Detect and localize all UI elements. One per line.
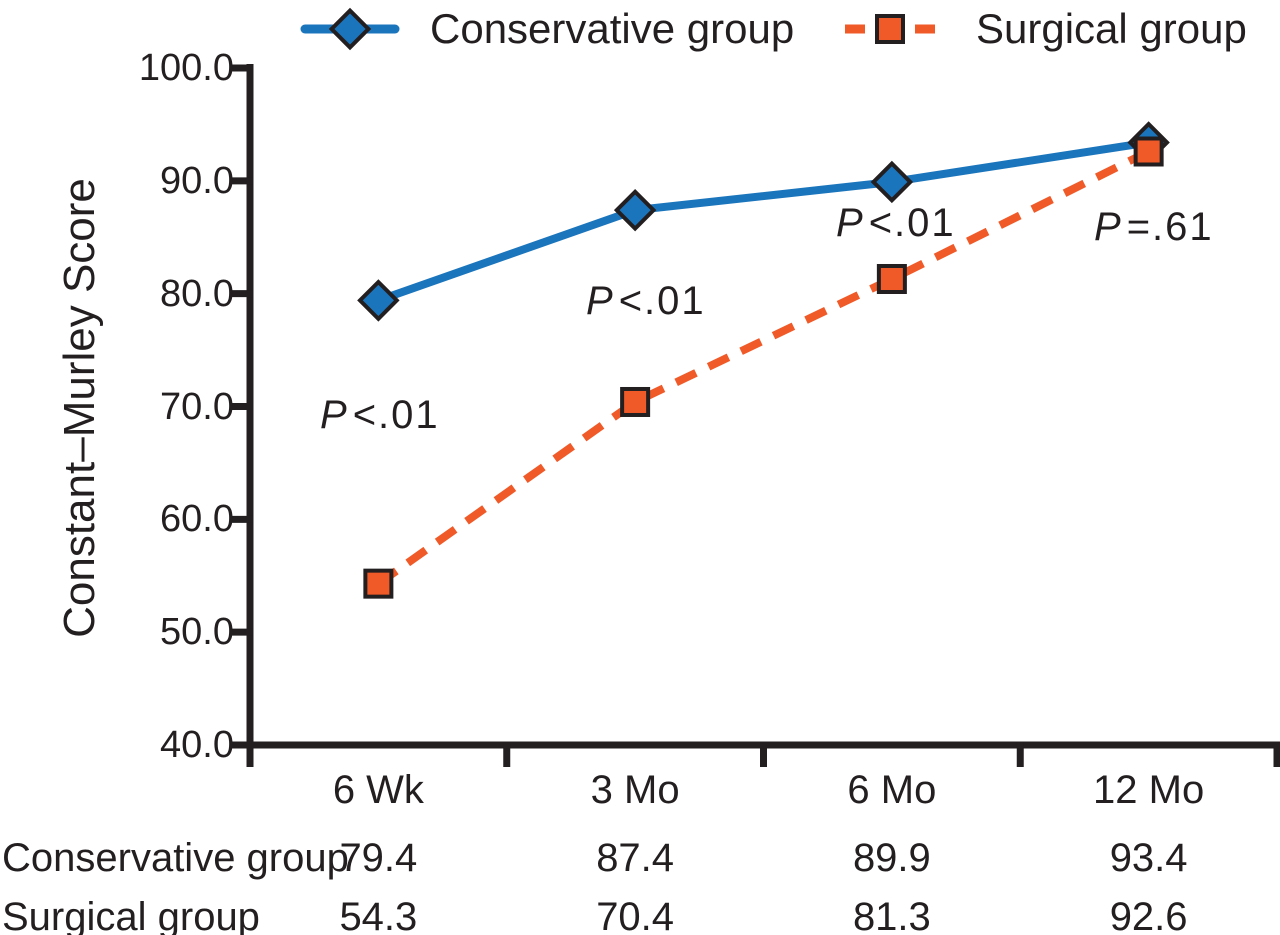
y-tick-label: 80.0	[160, 272, 234, 315]
table-value-cell: 92.6	[1109, 895, 1188, 935]
table-row-label-surgical: Surgical group	[2, 895, 260, 935]
x-category-label: 6 Mo	[847, 768, 937, 812]
table-value-cell: 70.4	[596, 895, 675, 935]
x-category-label: 3 Mo	[590, 768, 680, 812]
p-value-text: <.01	[618, 279, 706, 323]
table-value-cell: 79.4	[339, 836, 418, 880]
p-value-symbol: P	[836, 201, 863, 245]
table-value-cell: 87.4	[596, 836, 675, 880]
p-value-symbol: P	[1094, 205, 1121, 249]
legend-label-surgical: Surgical group	[976, 5, 1247, 52]
marker-conservative-group-6 Mo	[870, 160, 914, 204]
marker-surgical-group-3 Mo	[620, 386, 651, 417]
line-conservative-group	[374, 138, 1153, 305]
y-tick-label: 60.0	[160, 498, 234, 541]
p-value-annotation: P <.01	[320, 392, 440, 438]
axes	[231, 64, 1280, 767]
x-category-label: 6 Wk	[332, 768, 424, 812]
marker-surgical-group-6 Mo	[876, 263, 907, 294]
y-tick-label: 100.0	[138, 47, 234, 89]
marker-surgical-group-6 Wk	[363, 568, 394, 599]
p-value-text: =.61	[1126, 205, 1214, 249]
marker-surgical-group-12 Mo	[1133, 136, 1164, 167]
p-value-text: <.01	[352, 393, 440, 437]
table-value-cell: 89.9	[852, 836, 931, 880]
x-category-label: 12 Mo	[1093, 768, 1205, 812]
table-value-cell: 54.3	[339, 895, 418, 935]
p-value-annotation: P <.01	[836, 200, 956, 246]
data-series	[357, 121, 1170, 599]
table-value-cell: 93.4	[1109, 836, 1188, 880]
legend-label-conservative: Conservative group	[430, 5, 795, 52]
p-value-text: <.01	[868, 201, 956, 245]
y-tick-label: 50.0	[160, 611, 234, 654]
p-value-annotation: P <.01	[586, 278, 706, 324]
line-surgical-group	[376, 147, 1151, 587]
marker-conservative-group-3 Mo	[613, 188, 657, 232]
legend-item-conservative: Conservative group	[300, 2, 794, 56]
y-tick-label: 70.0	[160, 385, 234, 428]
table-row-label-conservative: Conservative group	[2, 836, 349, 880]
y-tick-label: 90.0	[160, 159, 234, 202]
marker-conservative-group-6 Wk	[357, 279, 400, 322]
p-value-annotation: P =.61	[1094, 204, 1214, 250]
p-value-symbol: P	[320, 393, 347, 437]
table-value-cell: 81.3	[852, 895, 931, 935]
solid-line-diamond-marker-icon	[300, 7, 400, 51]
p-value-symbol: P	[586, 279, 613, 323]
legend-item-surgical: Surgical group	[840, 2, 1247, 56]
dashed-line-square-marker-icon	[845, 14, 935, 44]
y-tick-label: 40.0	[160, 724, 234, 766]
